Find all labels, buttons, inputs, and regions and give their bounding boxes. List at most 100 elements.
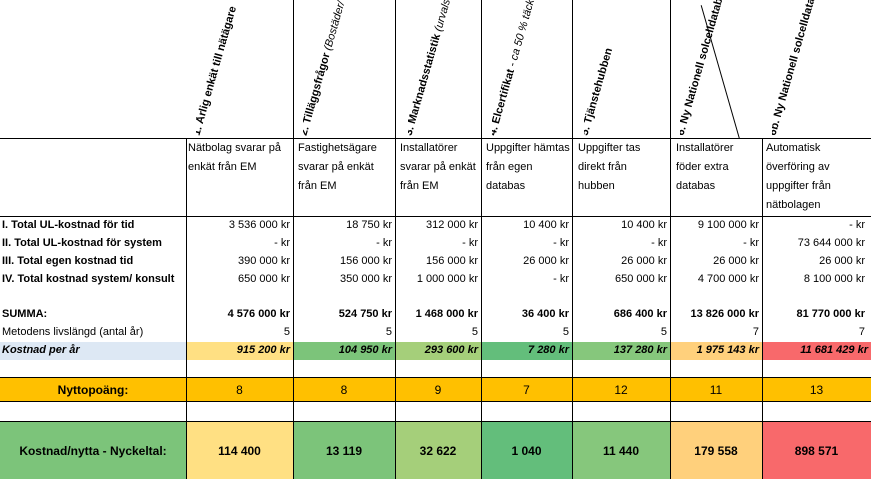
header-col-4[interactable]: 4. Elcertifikat - ca 50 % täckning	[492, 0, 592, 138]
nyckeltal-value[interactable]: 11 440	[572, 421, 670, 479]
description-3[interactable]: Installatörer svarar på enkät från EM	[400, 142, 476, 192]
summa-value[interactable]: 1 468 000 kr	[415, 308, 478, 320]
nyttopoang-value[interactable]: 9	[434, 382, 442, 397]
livslangd-value[interactable]: 5	[385, 326, 392, 338]
header-col-5[interactable]: 5. Tjänstehubben	[584, 0, 684, 138]
nyckeltal-value[interactable]: 114 400	[186, 421, 293, 479]
row-value[interactable]: 4 700 000 kr	[697, 273, 759, 285]
row-label[interactable]: IV. Total kostnad system/ konsult	[2, 273, 175, 285]
row-value[interactable]: - kr	[743, 237, 759, 249]
row-value[interactable]: 10 400 kr	[621, 219, 667, 231]
row-label[interactable]: II. Total UL-kostnad för system	[2, 237, 162, 249]
row-value[interactable]: 650 000 kr	[238, 273, 290, 285]
row-value[interactable]: - kr	[376, 237, 392, 249]
kostnad-per-ar-value[interactable]: 915 200 kr	[186, 342, 293, 360]
row-value[interactable]: 3 536 000 kr	[228, 219, 290, 231]
divider	[395, 0, 396, 479]
row-value[interactable]: 650 000 kr	[615, 273, 667, 285]
divider	[572, 0, 573, 479]
kostnad-per-ar-value[interactable]: 293 600 kr	[395, 342, 481, 360]
row-value[interactable]: 312 000 kr	[426, 219, 478, 231]
nyttopoang-value[interactable]: 8	[340, 382, 348, 397]
divider	[481, 0, 482, 479]
nyckeltal-label[interactable]: Kostnad/nytta - Nyckeltal:	[0, 421, 186, 479]
description-6[interactable]: Installatörer föder extra databas	[676, 142, 734, 192]
livslangd-value[interactable]: 7	[752, 326, 759, 338]
row-value[interactable]: - kr	[553, 237, 569, 249]
row-value[interactable]: 350 000 kr	[340, 273, 392, 285]
row-value[interactable]: - kr	[462, 237, 478, 249]
kostnad-per-ar-value[interactable]: 11 681 429 kr	[762, 342, 871, 360]
description-5[interactable]: Uppgifter tas direkt från hubben	[578, 142, 641, 192]
nyttopoang-value[interactable]: 11	[709, 382, 723, 397]
description-4[interactable]: Uppgifter hämtas från egen databas	[486, 142, 570, 192]
row-value[interactable]: 156 000 kr	[340, 255, 392, 267]
summa-value[interactable]: 686 400 kr	[613, 308, 667, 320]
row-value[interactable]: 10 400 kr	[523, 219, 569, 231]
row-value[interactable]: - kr	[849, 219, 865, 231]
row-value[interactable]: 26 000 kr	[523, 255, 569, 267]
nyttopoang-value[interactable]: 13	[809, 382, 824, 397]
divider	[0, 216, 871, 217]
header-sub: - ca 50 % täckning	[506, 0, 543, 69]
kostnad-per-ar-value[interactable]: 7 280 kr	[481, 342, 572, 360]
kostnad-per-ar-label[interactable]: Kostnad per år	[0, 342, 186, 360]
header-title: 1. Årlig enkät till nätägare	[196, 4, 240, 137]
header-col-2[interactable]: 2. Tilläggsfrågor (Bostäder/ lokaler)	[303, 0, 403, 138]
nyckeltal-value[interactable]: 898 571	[762, 421, 871, 479]
livslangd-value[interactable]: 5	[471, 326, 478, 338]
row-value[interactable]: - kr	[274, 237, 290, 249]
row-label[interactable]: I. Total UL-kostnad för tid	[2, 219, 135, 231]
header-title: 6b. Ny Nationell solcelldatabas alt 2	[772, 0, 830, 137]
row-value[interactable]: 26 000 kr	[819, 255, 865, 267]
row-value[interactable]: 8 100 000 kr	[803, 273, 865, 285]
livslangd-value[interactable]: 5	[283, 326, 290, 338]
row-value[interactable]: 156 000 kr	[426, 255, 478, 267]
header-title: 4. Elcertifikat	[492, 67, 518, 137]
kostnad-per-ar-value[interactable]: 1 975 143 kr	[670, 342, 762, 360]
summa-value[interactable]: 4 576 000 kr	[227, 308, 290, 320]
row-value[interactable]: 73 644 000 kr	[797, 237, 865, 249]
divider	[186, 138, 187, 479]
summa-value[interactable]: 36 400 kr	[521, 308, 569, 320]
header-col-6[interactable]: 6. Ny Nationell solcelldatabas	[680, 0, 780, 138]
description-2[interactable]: Fastighetsägare svarar på enkät från EM	[298, 142, 377, 192]
row-value[interactable]: 9 100 000 kr	[697, 219, 759, 231]
row-value[interactable]: - kr	[651, 237, 667, 249]
nyckeltal-value[interactable]: 32 622	[395, 421, 481, 479]
row-value[interactable]: - kr	[553, 273, 569, 285]
row-value[interactable]: 1 000 000 kr	[416, 273, 478, 285]
header-col-1[interactable]: 1. Årlig enkät till nätägare	[196, 0, 296, 138]
kostnad-per-ar-value[interactable]: 104 950 kr	[293, 342, 395, 360]
divider	[293, 0, 294, 479]
nyckeltal-value[interactable]: 13 119	[293, 421, 395, 479]
nyttopoang-value[interactable]: 7	[523, 382, 530, 397]
nyckeltal-value[interactable]: 1 040	[481, 421, 572, 479]
row-label[interactable]: III. Total egen kostnad tid	[2, 255, 134, 267]
summa-value[interactable]: 81 770 000 kr	[796, 308, 865, 320]
nyttopoang-value[interactable]: 12	[614, 382, 628, 397]
description-1[interactable]: Nätbolag svarar på enkät från EM	[188, 142, 281, 173]
summa-value[interactable]: 524 750 kr	[338, 308, 392, 320]
divider	[670, 0, 671, 479]
nyttopoang-value[interactable]: 8	[236, 382, 243, 397]
header-title: 5. Tjänstehubben	[584, 46, 616, 137]
livslangd-label[interactable]: Metodens livslängd (antal år)	[2, 326, 144, 338]
summa-label[interactable]: SUMMA:	[2, 308, 48, 320]
livslangd-value[interactable]: 7	[858, 326, 865, 338]
description-7[interactable]: Automatisk överföring av uppgifter från …	[766, 142, 831, 211]
header-col-7[interactable]: 6b. Ny Nationell solcelldatabas alt 2	[772, 0, 871, 138]
row-value[interactable]: 26 000 kr	[621, 255, 667, 267]
divider	[762, 138, 763, 479]
header-title: 2. Tilläggsfrågor	[303, 51, 333, 137]
nyckeltal-value[interactable]: 179 558	[670, 421, 762, 479]
row-value[interactable]: 18 750 kr	[346, 219, 392, 231]
livslangd-value[interactable]: 5	[562, 326, 569, 338]
kostnad-per-ar-value[interactable]: 137 280 kr	[572, 342, 670, 360]
nyttopoang-label[interactable]: Nyttopoäng:	[57, 382, 129, 397]
livslangd-value[interactable]: 5	[660, 326, 667, 338]
summa-value[interactable]: 13 826 000 kr	[690, 308, 759, 320]
row-value[interactable]: 26 000 kr	[713, 255, 759, 267]
row-value[interactable]: 390 000 kr	[238, 255, 290, 267]
